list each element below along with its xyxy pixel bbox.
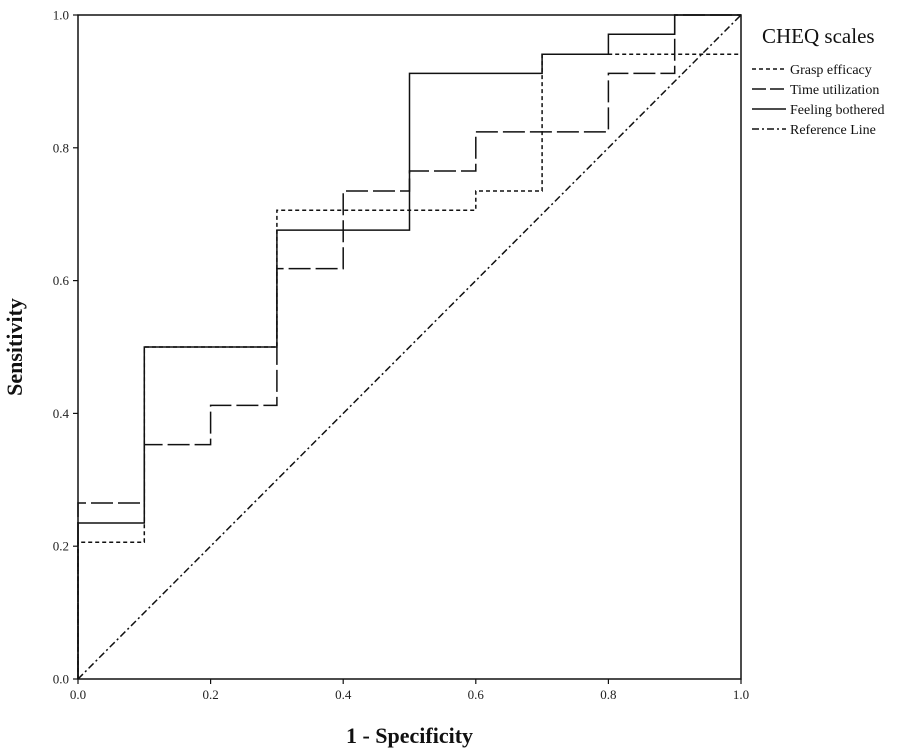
x-tick-label: 1.0 [733, 687, 749, 702]
x-tick-label: 0.2 [202, 687, 218, 702]
y-axis-title: Sensitivity [2, 298, 27, 396]
legend: CHEQ scales Grasp efficacy Time utilizati… [752, 24, 884, 138]
plot-frame [77, 14, 742, 680]
y-tick-label: 0.4 [53, 406, 70, 421]
y-tick-label: 0.2 [53, 539, 69, 554]
series-line-reference-line [77, 14, 742, 680]
legend-items: Grasp efficacy Time utilization Feeling bo… [752, 63, 884, 138]
x-tick-label: 0.6 [468, 687, 485, 702]
legend-title: CHEQ scales [762, 24, 875, 48]
ticks-layer: 0.0 0.2 0.4 0.6 0.8 1.0 0.0 0.2 0.4 0.6 0.8 1.0 [53, 8, 749, 703]
legend-label: Reference Line [790, 123, 876, 138]
y-tick-label: 0.6 [53, 273, 70, 288]
x-tick-label: 0.8 [600, 687, 616, 702]
y-tick-label: 0.8 [53, 140, 69, 155]
y-tick-label: 0.0 [53, 672, 69, 687]
y-tick-label: 1.0 [53, 8, 69, 23]
x-tick-label: 0.0 [70, 687, 86, 702]
x-tick-label: 0.4 [335, 687, 352, 702]
series-layer [77, 14, 742, 680]
series-line-feeling-bothered [77, 14, 741, 679]
legend-label: Grasp efficacy [790, 63, 872, 78]
x-axis-title: 1 - Specificity [346, 723, 473, 748]
legend-label: Feeling bothered [790, 103, 884, 118]
legend-label: Time utilization [790, 83, 879, 98]
